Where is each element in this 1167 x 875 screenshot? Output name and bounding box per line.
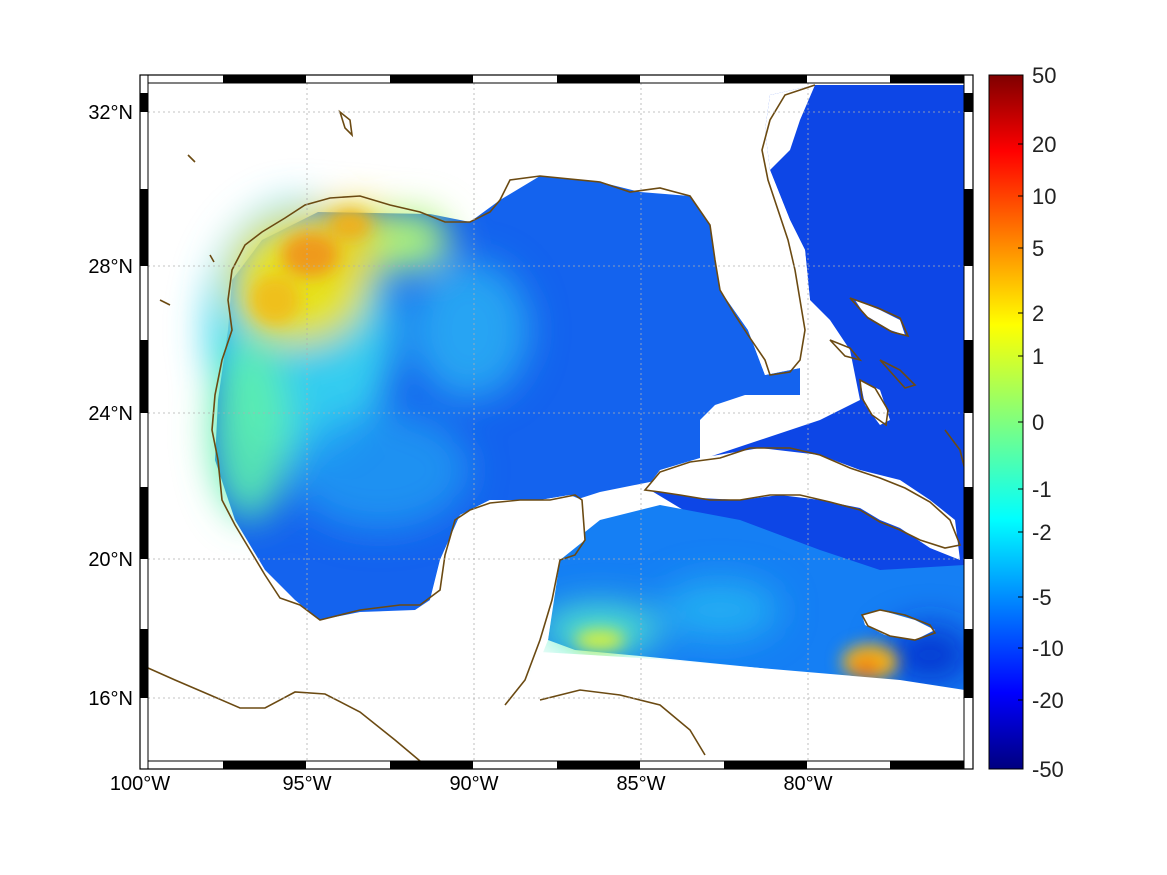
cb-label-m20: -20 [1032, 688, 1064, 713]
colorbar-ticks [1018, 143, 1023, 701]
cb-label-m2: -2 [1032, 520, 1052, 545]
lat-label-32: 32°N [88, 102, 133, 124]
lon-labels: 100°W 95°W 90°W 85°W 80°W [110, 773, 833, 795]
cb-label-0: 0 [1032, 410, 1044, 435]
gulf-coast-us-mexico [211, 84, 816, 461]
grid [148, 83, 964, 761]
cb-label-5: 5 [1032, 236, 1044, 261]
atlantic-field [650, 85, 964, 690]
sea-field [205, 85, 964, 690]
hispaniola-coast [944, 429, 964, 470]
cuba-coast [643, 447, 962, 549]
lon-label-85: 85°W [616, 773, 665, 795]
lon-label-90: 90°W [449, 773, 498, 795]
coastlines [148, 84, 964, 761]
cb-label-m5: -5 [1032, 585, 1052, 610]
cb-label-10: 10 [1032, 184, 1056, 209]
bahamas-coast [829, 297, 917, 427]
cb-label-m10: -10 [1032, 636, 1064, 661]
cb-label-m1: -1 [1032, 477, 1052, 502]
central-america-coast [148, 667, 421, 761]
jamaica-coast [860, 609, 937, 641]
cb-label-2: 2 [1032, 301, 1044, 326]
cb-label-50: 50 [1032, 63, 1056, 88]
cb-label-1: 1 [1032, 344, 1044, 369]
colorbar-labels: 50 20 10 5 2 1 0 -1 -2 -5 -10 -20 -50 [1032, 63, 1064, 782]
land-mask [148, 85, 964, 761]
cb-label-m50: -50 [1032, 757, 1064, 782]
map-frame [139, 74, 974, 770]
colorbar-gradient [988, 74, 1024, 770]
lat-label-20: 20°N [88, 549, 133, 571]
lat-label-16: 16°N [88, 688, 133, 710]
lon-label-100: 100°W [110, 773, 170, 795]
lat-labels: 32°N 28°N 24°N 20°N 16°N [88, 102, 133, 710]
colorbar: 50 20 10 5 2 1 0 -1 -2 -5 -10 -20 -50 [988, 63, 1064, 782]
mexico-gulf-coast [217, 459, 586, 706]
cb-label-20: 20 [1032, 132, 1056, 157]
lat-label-28: 28°N [88, 256, 133, 278]
lon-label-80: 80°W [783, 773, 832, 795]
lon-label-95: 95°W [282, 773, 331, 795]
honduras-coast [539, 689, 706, 756]
texas-lakes [159, 109, 354, 306]
lat-label-24: 24°N [88, 403, 133, 425]
